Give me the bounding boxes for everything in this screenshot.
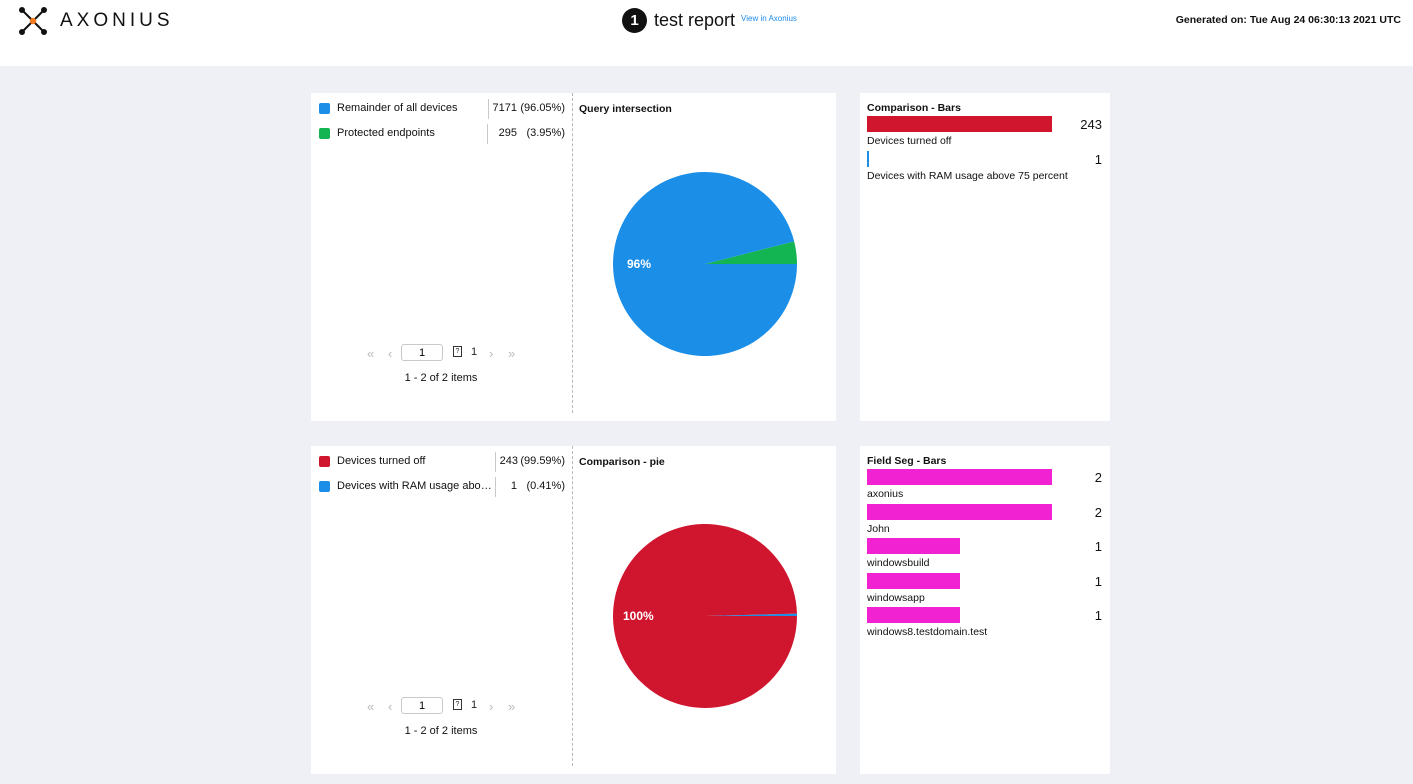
total-pages: 1 bbox=[471, 699, 478, 711]
legend-label: Remainder of all devices bbox=[337, 102, 458, 114]
legend-swatch bbox=[319, 481, 330, 492]
items-count: 1 - 2 of 2 items bbox=[404, 372, 478, 384]
chart-title: Query intersection bbox=[579, 103, 672, 115]
next-page-icon[interactable]: › bbox=[489, 699, 494, 714]
first-page-icon[interactable]: « bbox=[367, 346, 375, 361]
chart-title: Field Seg - Bars bbox=[867, 455, 947, 467]
bar[interactable] bbox=[867, 503, 1052, 520]
query-intersection-card: Remainder of all devices 7171 (96.05%) P… bbox=[311, 93, 836, 421]
bar-label: windowsbuild bbox=[867, 557, 930, 569]
bar-value: 1 bbox=[1094, 573, 1102, 589]
items-count: 1 - 2 of 2 items bbox=[404, 725, 478, 737]
pagination: « ‹ ? 1 › » bbox=[363, 697, 523, 717]
legend-percent: (3.95%) bbox=[526, 127, 565, 139]
legend-divider bbox=[487, 124, 488, 144]
page-count-icon: ? bbox=[453, 346, 462, 357]
chart-title: Comparison - pie bbox=[579, 456, 665, 468]
legend-swatch bbox=[319, 128, 330, 139]
report-number-badge: 1 bbox=[622, 8, 647, 33]
pie-slice-label: 100% bbox=[623, 609, 654, 623]
bar-label: Devices with RAM usage above 75 percent bbox=[867, 170, 1068, 182]
legend-value: 295 bbox=[498, 127, 517, 139]
report-title: 1 test report View in Axonius bbox=[622, 8, 797, 33]
report-title-text: test report bbox=[654, 10, 736, 30]
legend-row[interactable]: Protected endpoints 295 (3.95%) bbox=[311, 124, 571, 144]
legend-label: Devices with RAM usage abov... bbox=[337, 480, 492, 492]
bar-label: axonius bbox=[867, 488, 904, 500]
bar[interactable] bbox=[867, 151, 869, 167]
page-count-icon: ? bbox=[453, 699, 462, 710]
legend-label: Protected endpoints bbox=[337, 127, 435, 139]
legend-value: 7171 bbox=[492, 102, 517, 114]
bar-value: 1 bbox=[1094, 152, 1102, 167]
bar-label: John bbox=[867, 522, 890, 535]
bar-value: 1 bbox=[1094, 608, 1102, 623]
legend-label: Devices turned off bbox=[337, 455, 426, 467]
pie-slice-devices-with-ram-usage-above-75-percent[interactable] bbox=[705, 613, 797, 616]
bar[interactable] bbox=[867, 116, 1052, 132]
bar[interactable] bbox=[867, 538, 960, 554]
legend-percent: (0.41%) bbox=[526, 480, 565, 492]
axonius-logo: AXONIUS bbox=[18, 4, 178, 38]
bar-label: windowsapp bbox=[867, 591, 925, 604]
prev-page-icon[interactable]: ‹ bbox=[388, 346, 393, 361]
last-page-icon[interactable]: » bbox=[508, 346, 516, 361]
bar-value: 243 bbox=[1080, 117, 1102, 132]
legend-percent: (96.05%) bbox=[520, 102, 565, 114]
comparison-pie-chart: 100% bbox=[613, 523, 797, 708]
pie-slice-protected-endpoints[interactable] bbox=[705, 241, 797, 264]
legend-swatch bbox=[319, 103, 330, 114]
legend-divider bbox=[495, 477, 496, 497]
page-number-input[interactable] bbox=[401, 344, 443, 361]
page-number-input[interactable] bbox=[401, 697, 443, 714]
first-page-icon[interactable]: « bbox=[367, 699, 375, 714]
divider bbox=[572, 93, 573, 413]
legend-row[interactable]: Remainder of all devices 7171 (96.05%) bbox=[311, 99, 571, 119]
comparison-bars-card: Comparison - Bars 243 Devices turned off 1… bbox=[860, 93, 1110, 421]
pie-slice-devices-turned-off[interactable] bbox=[613, 523, 797, 708]
pagination: « ‹ ? 1 › » bbox=[363, 344, 523, 364]
generated-on: Generated on: Tue Aug 24 06:30:13 2021 U… bbox=[1175, 14, 1401, 26]
legend-row[interactable]: Devices with RAM usage abov... 1 (0.41%) bbox=[311, 477, 571, 497]
divider bbox=[572, 446, 573, 766]
pie-slice-remainder-of-all-devices[interactable] bbox=[613, 171, 797, 356]
bar-label: windows8.testdomain.test bbox=[867, 626, 988, 638]
query-intersection-pie-chart: 96% bbox=[613, 171, 797, 356]
prev-page-icon[interactable]: ‹ bbox=[388, 699, 393, 714]
comparison-pie-card: Devices turned off 243 (99.59%) Devices … bbox=[311, 446, 836, 774]
last-page-icon[interactable]: » bbox=[508, 699, 516, 714]
legend-swatch bbox=[319, 456, 330, 467]
legend-percent: (99.59%) bbox=[520, 455, 565, 467]
view-in-axonius-link[interactable]: View in Axonius bbox=[741, 14, 797, 23]
field-seg-bars-card: Field Seg - Bars 2 axonius 2 John 1 windowsbu… bbox=[860, 446, 1110, 774]
bar-label: Devices turned off bbox=[867, 135, 952, 147]
legend-divider bbox=[488, 99, 489, 119]
bar-value: 1 bbox=[1094, 539, 1102, 554]
bar-value: 2 bbox=[1094, 470, 1102, 485]
bar-value: 2 bbox=[1094, 504, 1102, 520]
axonius-logo-icon bbox=[19, 7, 47, 35]
legend-row[interactable]: Devices turned off 243 (99.59%) bbox=[311, 452, 571, 472]
legend-divider bbox=[495, 452, 496, 472]
legend-value: 243 bbox=[499, 455, 518, 467]
report-header: AXONIUS 1 test report View in Axonius Ge… bbox=[0, 0, 1413, 66]
bar[interactable] bbox=[867, 607, 960, 623]
chart-title: Comparison - Bars bbox=[867, 102, 961, 114]
bar[interactable] bbox=[867, 572, 960, 589]
bar[interactable] bbox=[867, 469, 1052, 485]
pie-slice-label: 96% bbox=[627, 257, 651, 271]
legend-value: 1 bbox=[510, 480, 517, 492]
next-page-icon[interactable]: › bbox=[489, 346, 494, 361]
total-pages: 1 bbox=[471, 346, 478, 358]
logo-text: AXONIUS bbox=[60, 10, 174, 31]
